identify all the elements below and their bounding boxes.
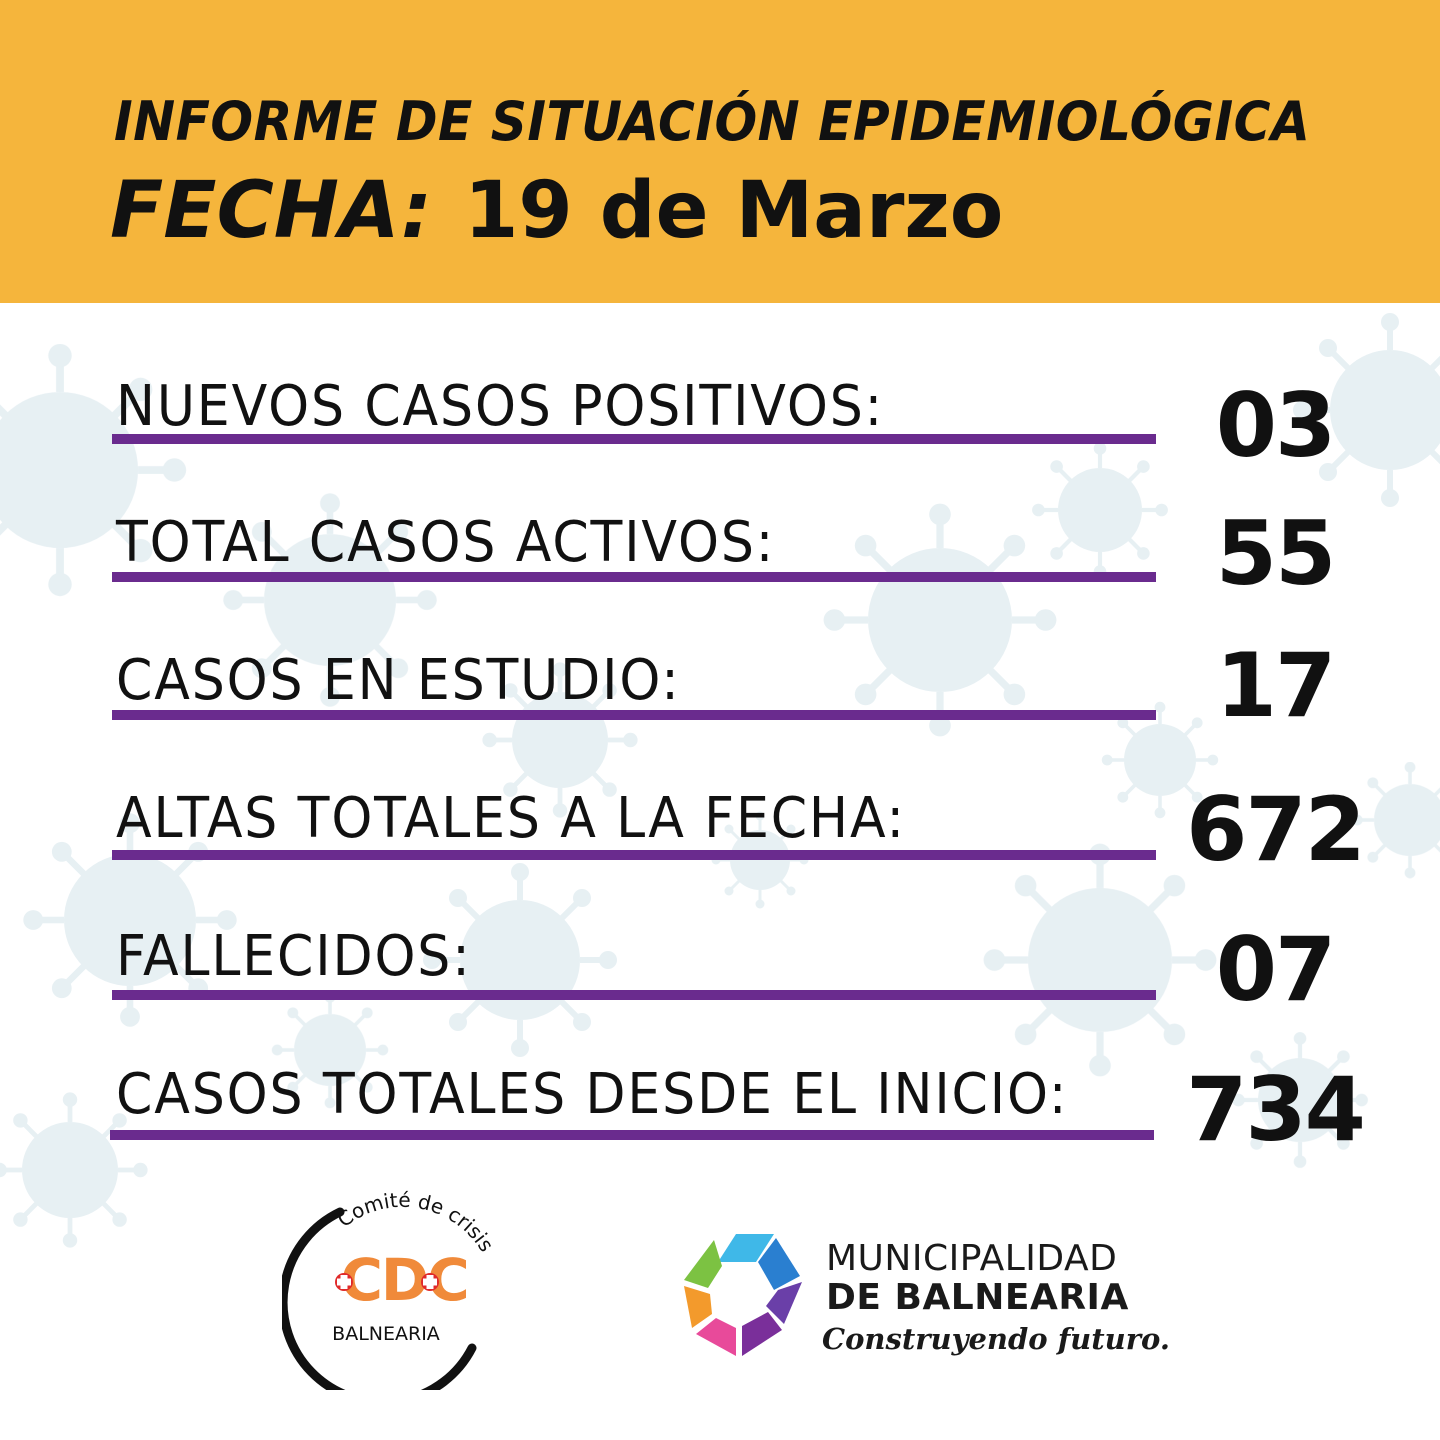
stat-row-deceased: FALLECIDOS: 07: [0, 918, 1440, 1048]
stat-value: 07: [1215, 918, 1336, 1021]
stat-row-new-positive: NUEVOS CASOS POSITIVOS: 03: [0, 372, 1440, 492]
stat-label: ALTAS TOTALES A LA FECHA:: [116, 786, 906, 851]
stat-underline: [112, 572, 1156, 582]
stat-label: CASOS EN ESTUDIO:: [116, 648, 681, 713]
stat-value: 672: [1186, 778, 1366, 881]
stat-label: CASOS TOTALES DESDE EL INICIO:: [116, 1062, 1069, 1127]
stat-underline: [112, 434, 1156, 444]
stat-value: 734: [1186, 1058, 1366, 1161]
stat-underline: [110, 1130, 1154, 1140]
stat-row-total-cases: CASOS TOTALES DESDE EL INICIO: 734: [0, 1058, 1440, 1186]
stat-row-discharges: ALTAS TOTALES A LA FECHA: 672: [0, 778, 1440, 910]
municipality-hexagon-logo: [684, 1234, 802, 1356]
stat-label: TOTAL CASOS ACTIVOS:: [116, 510, 776, 575]
stat-value: 03: [1215, 374, 1336, 477]
stat-underline: [112, 990, 1156, 1000]
report-date: FECHA: 19 de Marzo: [110, 166, 1003, 256]
stat-label: FALLECIDOS:: [116, 924, 472, 989]
cdc-place: BALNEARIA: [332, 1323, 440, 1345]
stat-row-active: TOTAL CASOS ACTIVOS: 55: [0, 502, 1440, 630]
date-label: FECHA:: [110, 166, 433, 256]
report-title: INFORME DE SITUACIÓN EPIDEMIOLÓGICA: [114, 90, 1311, 153]
date-value: 19 de Marzo: [464, 166, 1004, 256]
cdc-ring: [282, 1207, 477, 1390]
red-cross-icon: [421, 1273, 439, 1291]
stat-value: 55: [1215, 502, 1336, 605]
cdc-acronym: CDC: [340, 1246, 467, 1314]
municipality-name-line1: MUNICIPALIDAD: [826, 1238, 1118, 1279]
municipality-text: MUNICIPALIDAD DE BALNEARIA Construyendo …: [822, 1238, 1170, 1360]
stat-value: 17: [1215, 634, 1336, 737]
cdc-logo: Comité de crisis CDC BALNEARIA: [282, 1188, 499, 1390]
stat-underline: [112, 710, 1156, 720]
header-banner: INFORME DE SITUACIÓN EPIDEMIOLÓGICA FECH…: [0, 0, 1440, 303]
municipality-name-line2: DE BALNEARIA: [826, 1277, 1129, 1318]
stat-row-under-study: CASOS EN ESTUDIO: 17: [0, 634, 1440, 770]
stat-label: NUEVOS CASOS POSITIVOS:: [116, 374, 885, 439]
red-cross-icon: [335, 1273, 353, 1291]
municipality-slogan: Construyendo futuro.: [822, 1322, 1170, 1356]
stat-underline: [112, 850, 1156, 860]
